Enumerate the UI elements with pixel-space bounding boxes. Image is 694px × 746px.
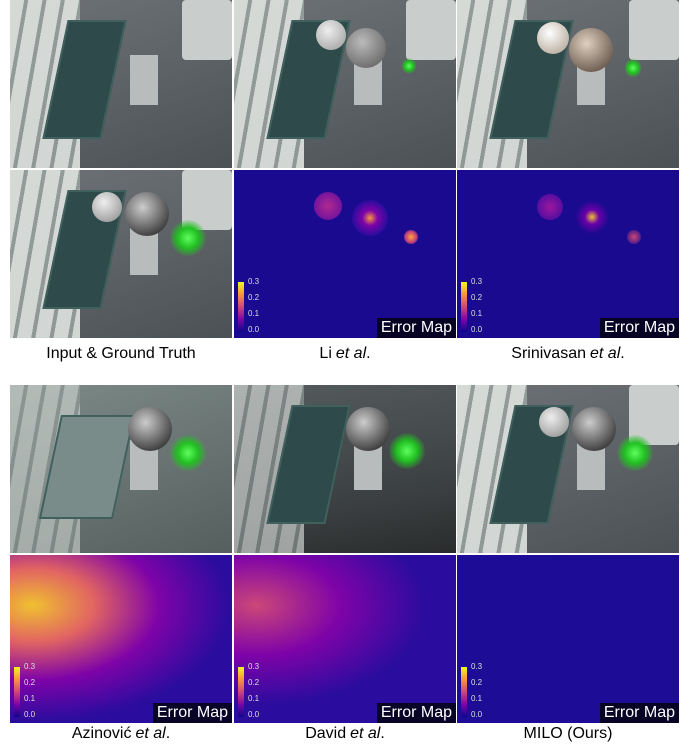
colorbar-tick-label: 0.2	[471, 293, 482, 302]
colorbar-tick-label: 0.0	[24, 710, 35, 719]
colorbar-tick-label: 0.0	[471, 325, 482, 334]
srinivasan-render	[457, 0, 679, 168]
error-map-label: Error Map	[153, 703, 232, 723]
colorbar-tick-label: 0.0	[248, 710, 259, 719]
error-map-label: Error Map	[377, 703, 456, 723]
caption-tail: .	[366, 345, 370, 362]
colorbar-tick-label: 0.3	[248, 277, 259, 286]
caption-italic: et al	[336, 345, 366, 362]
colorbar-tick-label: 0.1	[471, 694, 482, 703]
error-map-label: Error Map	[600, 703, 679, 723]
colorbar-tick-label: 0.1	[24, 694, 35, 703]
error-map-label: Error Map	[377, 318, 456, 338]
caption: MILO (Ours)	[457, 725, 679, 743]
error-map-panel: 0.3 0.2 0.1 0.0 Error Map	[234, 170, 456, 338]
caption-main: Srinivasan	[511, 345, 586, 362]
colorbar	[238, 282, 244, 332]
li-render	[234, 0, 456, 168]
caption-main: Azinović	[72, 725, 132, 742]
ground-truth-image	[10, 170, 232, 338]
caption-main: Li	[319, 345, 331, 362]
caption-tail: .	[166, 725, 170, 742]
caption: Input & Ground Truth	[10, 345, 232, 363]
colorbar-tick-label: 0.1	[248, 694, 259, 703]
input-image	[10, 0, 232, 168]
colorbar	[14, 667, 20, 717]
colorbar-tick-label: 0.2	[248, 678, 259, 687]
error-map-panel: 0.3 0.2 0.1 0.0 Error Map	[457, 555, 679, 723]
caption-tail: .	[380, 725, 384, 742]
milo-render	[457, 385, 679, 553]
colorbar-tick-label: 0.1	[471, 309, 482, 318]
colorbar-tick-label: 0.0	[471, 710, 482, 719]
david-render	[234, 385, 456, 553]
azinovic-render	[10, 385, 232, 553]
caption-main: David	[305, 725, 346, 742]
caption-italic: et al	[350, 725, 380, 742]
colorbar-tick-label: 0.0	[248, 325, 259, 334]
colorbar-tick-label: 0.3	[471, 662, 482, 671]
error-map-panel: 0.3 0.2 0.1 0.0 Error Map	[10, 555, 232, 723]
caption-main: MILO (Ours)	[524, 725, 613, 742]
caption-tail: .	[620, 345, 624, 362]
colorbar	[238, 667, 244, 717]
figure: 0.3 0.2 0.1 0.0 Error Map 0.3 0.2 0.1 0.0 Error …	[0, 0, 694, 746]
colorbar	[461, 667, 467, 717]
colorbar-tick-label: 0.2	[248, 293, 259, 302]
colorbar-tick-label: 0.1	[248, 309, 259, 318]
error-map-panel: 0.3 0.2 0.1 0.0 Error Map	[457, 170, 679, 338]
caption: Li et al.	[234, 345, 456, 363]
colorbar-tick-label: 0.3	[24, 662, 35, 671]
error-map-label: Error Map	[600, 318, 679, 338]
caption-italic: et al	[590, 345, 620, 362]
colorbar-tick-label: 0.2	[24, 678, 35, 687]
error-map-panel: 0.3 0.2 0.1 0.0 Error Map	[234, 555, 456, 723]
colorbar	[461, 282, 467, 332]
caption-italic: et al	[135, 725, 165, 742]
colorbar-tick-label: 0.3	[248, 662, 259, 671]
colorbar-tick-label: 0.3	[471, 277, 482, 286]
caption-main: Input & Ground Truth	[46, 345, 195, 362]
colorbar-tick-label: 0.2	[471, 678, 482, 687]
